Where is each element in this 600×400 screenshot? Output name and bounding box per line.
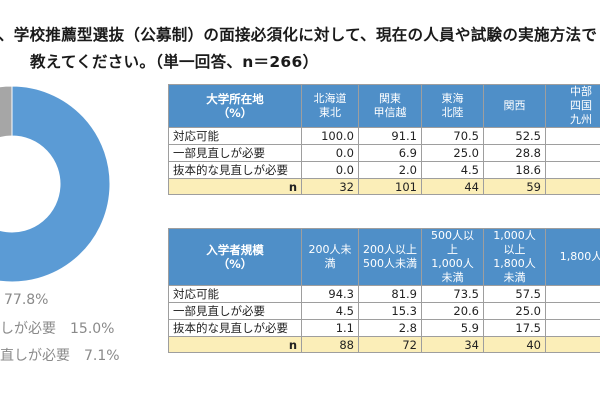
table-cell xyxy=(545,161,600,179)
column-header: 1,000人以上 1,800人未満 xyxy=(483,228,546,286)
table-cell: 91.1 xyxy=(358,127,422,145)
table-cell: 15.3 xyxy=(358,302,422,320)
table-cell xyxy=(545,302,600,320)
table-n-row: n 32 101 44 59 xyxy=(168,178,600,195)
n-cell: 34 xyxy=(421,336,484,353)
question-text-line-2: 教えてください。（単一回答、n＝266） xyxy=(30,53,319,71)
legend-item-fundamental-review: 直しが必要 7.1% xyxy=(0,348,120,364)
n-cell xyxy=(545,178,600,195)
question-text-line-1: 、学校推薦型選抜（公募制）の面接必須化に対して、現在の人員や試験の実施方法で xyxy=(0,26,598,44)
row-label: 一部見直しが必要 xyxy=(168,144,302,162)
column-header: 北海道 東北 xyxy=(301,84,359,128)
column-header: 中部 四国 九州 xyxy=(545,84,600,128)
table-row: 対応可能 94.3 81.9 73.5 57.5 xyxy=(168,285,600,303)
table-cell: 100.0 xyxy=(301,127,359,145)
table-cell: 1.1 xyxy=(301,319,359,337)
legend-item-available: 77.8% xyxy=(4,292,49,308)
table-cell: 17.5 xyxy=(483,319,546,337)
column-header: 関東 甲信越 xyxy=(358,84,422,128)
row-label: 抜本的な見直しが必要 xyxy=(168,319,302,337)
n-cell: 32 xyxy=(301,178,359,195)
table-cell: 0.0 xyxy=(301,161,359,179)
n-cell: 101 xyxy=(358,178,422,195)
n-cell: 44 xyxy=(421,178,484,195)
table-cell: 2.0 xyxy=(358,161,422,179)
n-label: n xyxy=(168,336,302,353)
slice-available xyxy=(0,85,111,283)
column-header: 500人以上 1,000人未満 xyxy=(421,228,484,286)
n-cell: 40 xyxy=(483,336,546,353)
table-cell: 18.6 xyxy=(483,161,546,179)
table-row: 対応可能 100.0 91.1 70.5 52.5 xyxy=(168,127,600,145)
n-cell: 59 xyxy=(483,178,546,195)
n-cell xyxy=(545,336,600,353)
table-cell: 25.0 xyxy=(483,302,546,320)
table-cell xyxy=(545,127,600,145)
table-cell: 4.5 xyxy=(421,161,484,179)
table-cell: 70.5 xyxy=(421,127,484,145)
table-cell: 52.5 xyxy=(483,127,546,145)
donut-chart xyxy=(0,85,111,283)
table-cell: 73.5 xyxy=(421,285,484,303)
table-cell: 20.6 xyxy=(421,302,484,320)
table-cell: 57.5 xyxy=(483,285,546,303)
table-cell: 81.9 xyxy=(358,285,422,303)
table-header-label: 入学者規模 （%） xyxy=(168,228,302,286)
table-cell: 94.3 xyxy=(301,285,359,303)
row-label: 対応可能 xyxy=(168,285,302,303)
table-header-row: 入学者規模 （%） 200人未満 200人以上 500人未満 500人以上 1,000… xyxy=(168,228,600,286)
n-label: n xyxy=(168,178,302,195)
table-cell: 25.0 xyxy=(421,144,484,162)
table-row: 一部見直しが必要 4.5 15.3 20.6 25.0 xyxy=(168,302,600,320)
table-cell xyxy=(545,319,600,337)
location-table: 大学所在地 （%） 北海道 東北 関東 甲信越 東海 北陸 関西 中部 四国 九州 対応可能… xyxy=(168,84,600,195)
table-n-row: n 88 72 34 40 xyxy=(168,336,600,353)
column-header: 東海 北陸 xyxy=(421,84,484,128)
table-header-label: 大学所在地 （%） xyxy=(168,84,302,128)
legend-item-partial-review: しが必要 15.0% xyxy=(0,321,115,337)
slice-fundamental-review xyxy=(0,85,13,139)
column-header: 1,800人 xyxy=(545,228,600,286)
row-label: 対応可能 xyxy=(168,127,302,145)
table-row: 一部見直しが必要 0.0 6.9 25.0 28.8 xyxy=(168,144,600,162)
table-cell: 5.9 xyxy=(421,319,484,337)
table-cell xyxy=(545,144,600,162)
table-header-row: 大学所在地 （%） 北海道 東北 関東 甲信越 東海 北陸 関西 中部 四国 九州 xyxy=(168,84,600,128)
column-header: 関西 xyxy=(483,84,546,128)
table-cell: 4.5 xyxy=(301,302,359,320)
table-row: 抜本的な見直しが必要 0.0 2.0 4.5 18.6 xyxy=(168,161,600,179)
enrollment-size-table: 入学者規模 （%） 200人未満 200人以上 500人未満 500人以上 1,000… xyxy=(168,228,600,353)
table-row: 抜本的な見直しが必要 1.1 2.8 5.9 17.5 xyxy=(168,319,600,337)
table-cell: 0.0 xyxy=(301,144,359,162)
n-cell: 72 xyxy=(358,336,422,353)
table-cell xyxy=(545,285,600,303)
row-label: 抜本的な見直しが必要 xyxy=(168,161,302,179)
table-cell: 2.8 xyxy=(358,319,422,337)
table-cell: 6.9 xyxy=(358,144,422,162)
row-label: 一部見直しが必要 xyxy=(168,302,302,320)
column-header: 200人未満 xyxy=(301,228,359,286)
table-cell: 28.8 xyxy=(483,144,546,162)
n-cell: 88 xyxy=(301,336,359,353)
column-header: 200人以上 500人未満 xyxy=(358,228,422,286)
